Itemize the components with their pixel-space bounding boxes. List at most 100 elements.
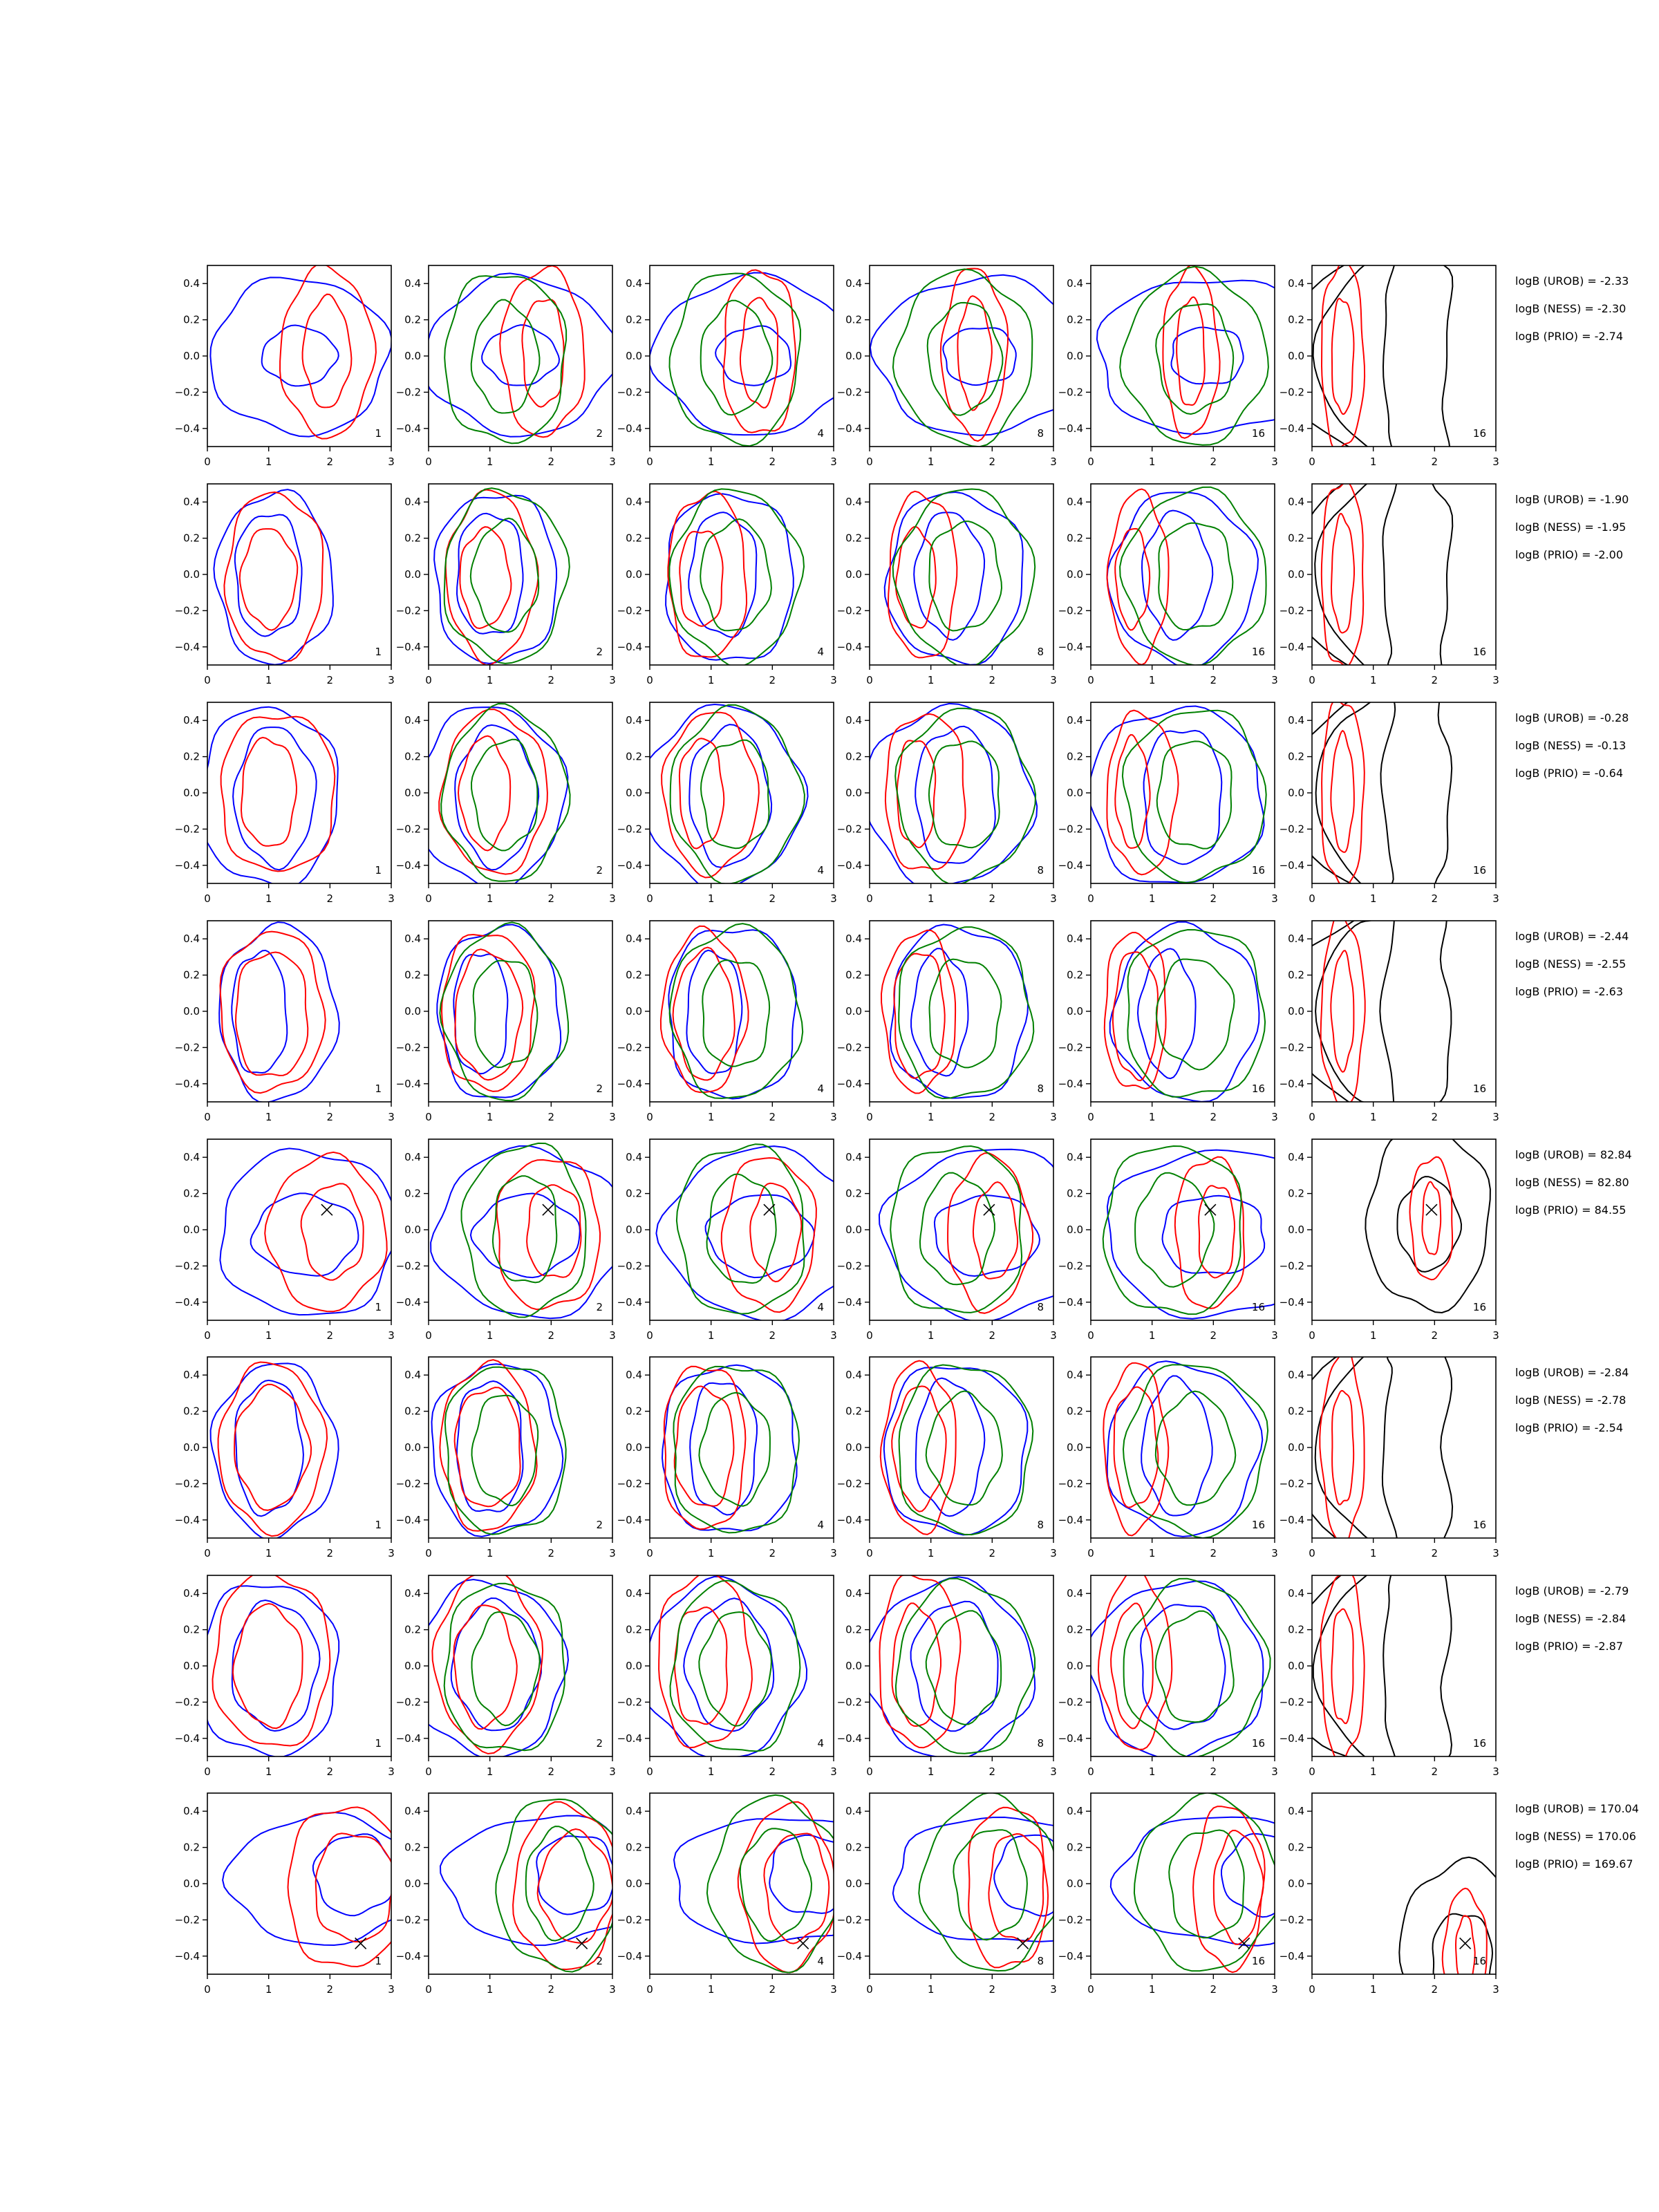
y-tick-label: 0.4: [183, 277, 200, 290]
x-tick-label: 3: [830, 1983, 837, 1996]
red-contour: [1331, 1608, 1354, 1725]
x-tick-label: 3: [1271, 456, 1278, 468]
blue-contour: [913, 512, 986, 641]
panel-r4-c2: 0 1 2 3 0.4 0.2 0.0 −0.2 −0.4 2: [396, 920, 616, 1123]
green-contour: [669, 704, 805, 883]
red-contour: [240, 736, 298, 847]
black-contour: [1314, 1357, 1398, 1538]
y-tick-label: 0.2: [404, 751, 421, 763]
blue-contour: [261, 324, 339, 387]
y-tick-label: −0.2: [175, 1259, 200, 1272]
red-contour: [887, 490, 958, 659]
y-tick-label: −0.2: [1058, 1477, 1083, 1490]
x-tick-label: 1: [1370, 892, 1377, 905]
x-tick-label: 2: [769, 674, 776, 686]
panel-r1-c3: 0 1 2 3 0.4 0.2 0.0 −0.2 −0.4 4: [617, 265, 837, 468]
x-tick-label: 1: [1370, 1765, 1377, 1778]
panel-r4-c3: 0 1 2 3 0.4 0.2 0.0 −0.2 −0.4 4: [617, 920, 837, 1123]
y-tick-label: 0.4: [1288, 1369, 1304, 1381]
blue-contour: [889, 924, 1029, 1099]
panel-number-label: 4: [817, 646, 824, 658]
y-tick-label: 0.0: [626, 787, 642, 799]
x-tick-label: 0: [1309, 456, 1315, 468]
logb-annotation: logB (NESS) = -2.84: [1515, 1612, 1626, 1625]
red-contour: [1330, 950, 1355, 1073]
panel-r6-c5: 0 1 2 3 0.4 0.2 0.0 −0.2 −0.4 16: [1058, 1356, 1278, 1559]
green-contour: [890, 1145, 1023, 1313]
x-tick-label: 3: [609, 1765, 616, 1778]
y-tick-label: 0.0: [626, 1441, 642, 1454]
axes-frame: [1090, 1138, 1275, 1321]
blue-contour: [1221, 1833, 1275, 1918]
y-tick-label: 0.0: [1067, 1005, 1083, 1018]
black-contour: [1398, 1856, 1496, 1974]
panel-r8-c6: 0 1 2 3 0.4 0.2 0.0 −0.2 −0.4 16: [1280, 1792, 1499, 1996]
green-contour: [892, 268, 1033, 447]
x-tick-label: 3: [1050, 1111, 1057, 1123]
logb-annotation: logB (NESS) = -2.78: [1515, 1394, 1626, 1407]
panel-plot-area: [1109, 1793, 1275, 1974]
green-contour: [1154, 1610, 1235, 1723]
y-tick-label: −0.2: [617, 604, 642, 617]
y-tick-label: 0.2: [183, 1188, 200, 1200]
red-contour: [223, 491, 324, 662]
blue-contour: [481, 324, 561, 386]
y-tick-label: 0.2: [1067, 751, 1083, 763]
green-contour: [668, 488, 805, 665]
y-tick-label: 0.2: [1288, 532, 1304, 545]
x-tick-label: 0: [866, 892, 873, 905]
y-tick-label: 0.0: [183, 1441, 200, 1454]
x-tick-label: 2: [548, 674, 555, 686]
x-tick-label: 2: [1210, 674, 1217, 686]
green-contour: [926, 301, 1004, 416]
x-tick-label: 0: [646, 1765, 653, 1778]
red-contour: [661, 711, 760, 879]
x-tick-label: 2: [548, 892, 555, 905]
blue-contour: [439, 1815, 612, 1947]
y-tick-label: 0.2: [404, 1188, 421, 1200]
x-tick-label: 0: [1087, 1111, 1094, 1123]
x-tick-label: 0: [204, 1547, 211, 1559]
green-contour: [928, 740, 1000, 849]
x-tick-label: 1: [1370, 456, 1377, 468]
y-tick-label: 0.0: [626, 350, 642, 362]
y-tick-label: −0.4: [1058, 859, 1083, 872]
panel-plot-area: [222, 1806, 391, 1968]
x-tick-label: 0: [425, 892, 432, 905]
x-tick-label: 1: [928, 1329, 935, 1342]
red-contour: [219, 930, 326, 1094]
blue-contour: [454, 724, 540, 871]
green-contour: [700, 299, 774, 416]
y-tick-label: −0.2: [396, 1477, 421, 1490]
x-tick-label: 1: [1149, 674, 1156, 686]
y-tick-label: 0.0: [845, 1224, 862, 1236]
logb-annotation: logB (NESS) = 82.80: [1515, 1176, 1629, 1189]
x-tick-label: 1: [1370, 674, 1377, 686]
y-tick-label: 0.0: [404, 350, 421, 362]
y-tick-label: 0.2: [404, 1624, 421, 1636]
x-tick-label: 0: [646, 892, 653, 905]
logb-annotation: logB (UROB) = -2.84: [1515, 1366, 1629, 1379]
y-tick-label: −0.4: [175, 1514, 200, 1526]
y-tick-label: 0.2: [1288, 1841, 1304, 1854]
x-tick-label: 2: [989, 456, 996, 468]
x-tick-label: 1: [928, 1111, 935, 1123]
y-tick-label: −0.4: [396, 1514, 421, 1526]
red-contour: [1441, 1887, 1488, 1974]
x-tick-label: 1: [708, 1329, 715, 1342]
y-tick-label: −0.4: [1058, 641, 1083, 653]
y-tick-label: −0.4: [837, 1514, 862, 1526]
red-contour: [1106, 709, 1179, 876]
x-tick-label: 0: [425, 674, 432, 686]
x-tick-label: 3: [830, 1111, 837, 1123]
red-contour: [1192, 1806, 1266, 1974]
logb-annotation: logB (UROB) = 170.04: [1515, 1802, 1639, 1815]
blue-contour: [429, 1578, 570, 1756]
panel-r8-c4: 0 1 2 3 0.4 0.2 0.0 −0.2 −0.4 8: [837, 1792, 1057, 1996]
red-contour: [673, 1606, 729, 1725]
y-tick-label: −0.2: [1058, 1913, 1083, 1926]
x-tick-label: 3: [1271, 1547, 1278, 1559]
green-contour: [444, 275, 568, 444]
y-tick-label: 0.0: [626, 1224, 642, 1236]
y-tick-label: −0.4: [837, 859, 862, 872]
